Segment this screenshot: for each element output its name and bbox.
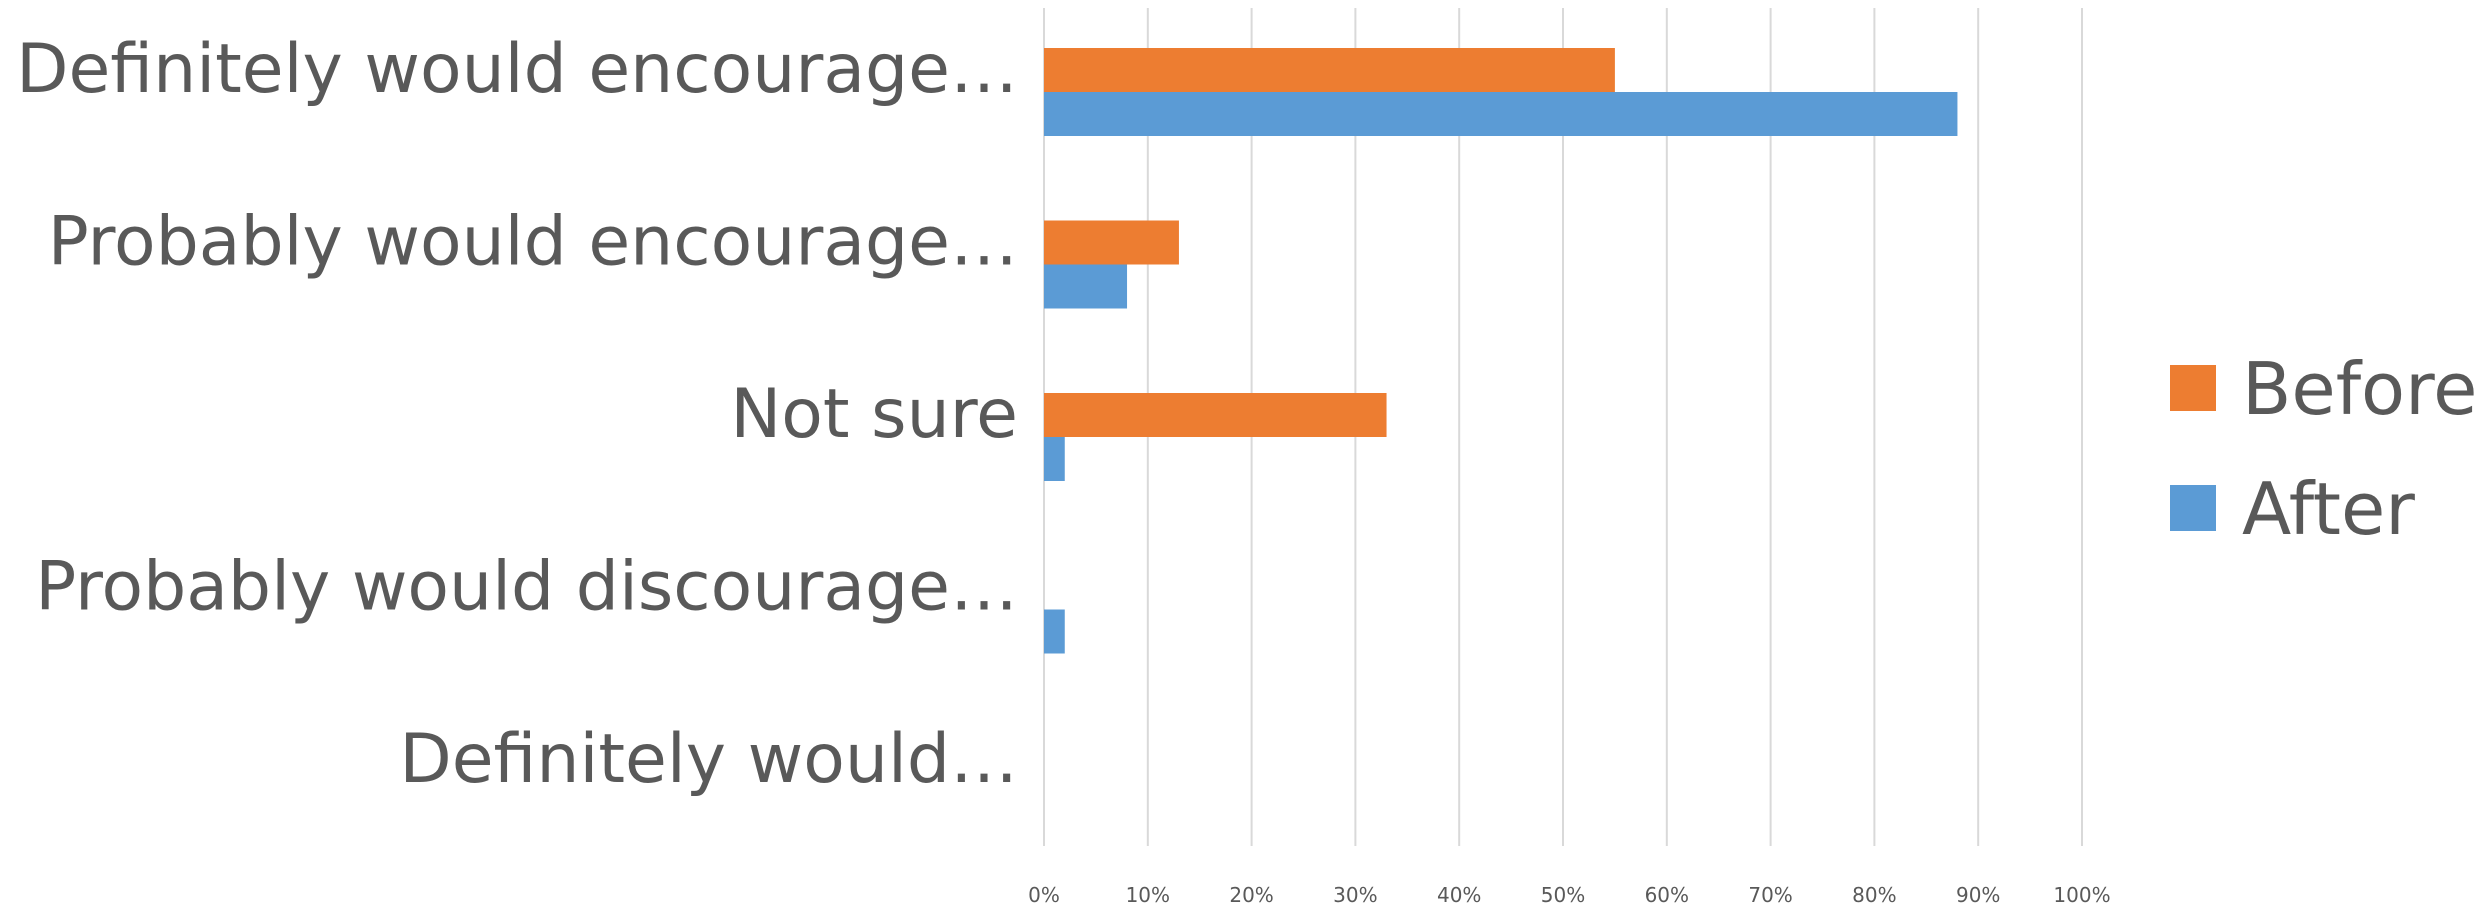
bar-after-3 bbox=[1044, 437, 1065, 481]
bar-before-1 bbox=[1044, 48, 1615, 92]
x-axis-tick-labels: 0% 10% 20% 30% 40% 50% 60% 70% 80% 90% 100% bbox=[1028, 883, 2110, 904]
legend-swatch-after bbox=[2170, 485, 2216, 531]
category-labels: Definitely would encourage… Probably woul… bbox=[16, 30, 1018, 799]
bar-after-4 bbox=[1044, 609, 1065, 654]
legend-label-after: After bbox=[2242, 467, 2415, 551]
x-tick-label-30: 30% bbox=[1333, 883, 1377, 904]
x-tick-label-50: 50% bbox=[1541, 883, 1585, 904]
x-tick-label-100: 100% bbox=[2053, 883, 2110, 904]
bar-after-2 bbox=[1044, 264, 1128, 309]
legend: Before After bbox=[2170, 347, 2477, 551]
category-label-1: Definitely would encourage… bbox=[16, 30, 1018, 109]
bar-before-2 bbox=[1044, 220, 1179, 265]
legend-label-before: Before bbox=[2242, 347, 2477, 431]
x-tick-label-60: 60% bbox=[1645, 883, 1689, 904]
bars bbox=[1044, 48, 1958, 654]
x-tick-label-80: 80% bbox=[1852, 883, 1896, 904]
x-tick-label-20: 20% bbox=[1229, 883, 1273, 904]
bar-before-3 bbox=[1044, 393, 1387, 437]
category-label-4: Probably would discourage… bbox=[35, 548, 1018, 627]
x-tick-label-90: 90% bbox=[1956, 883, 2000, 904]
x-tick-label-70: 70% bbox=[1748, 883, 1792, 904]
bar-after-1 bbox=[1044, 92, 1958, 136]
x-tick-label-0: 0% bbox=[1028, 883, 1060, 904]
category-label-3: Not sure bbox=[730, 375, 1018, 454]
x-tick-label-40: 40% bbox=[1437, 883, 1481, 904]
category-label-2: Probably would encourage… bbox=[48, 203, 1018, 282]
category-label-5: Definitely would… bbox=[399, 720, 1018, 799]
legend-swatch-before bbox=[2170, 365, 2216, 411]
x-tick-label-10: 10% bbox=[1126, 883, 1170, 904]
gridlines bbox=[1043, 8, 2083, 846]
